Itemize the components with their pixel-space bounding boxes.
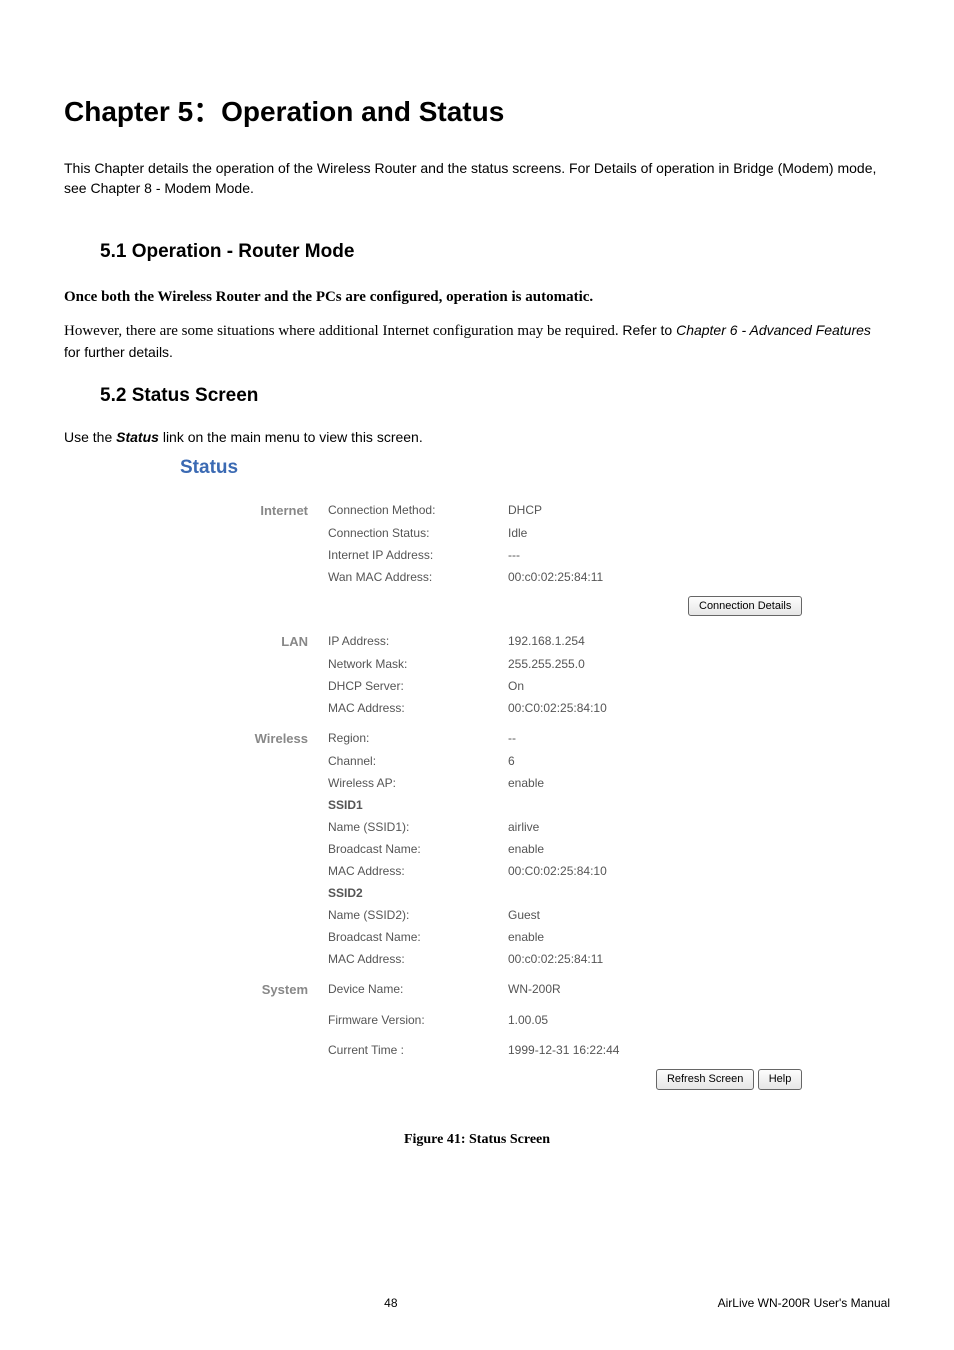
refresh-screen-button[interactable]: Refresh Screen bbox=[656, 1069, 754, 1089]
wireless-ap-label: Wireless AP: bbox=[320, 772, 500, 794]
text-italic: Chapter 6 - Advanced Features bbox=[676, 322, 871, 338]
lan-dhcp-value: On bbox=[500, 675, 680, 697]
wan-mac-value: 00:c0:02:25:84:11 bbox=[500, 566, 680, 588]
connection-method-value: DHCP bbox=[500, 499, 680, 522]
system-header: System bbox=[170, 978, 320, 1001]
lan-mask-label: Network Mask: bbox=[320, 653, 500, 675]
help-button[interactable]: Help bbox=[758, 1069, 803, 1089]
current-time-label: Current Time : bbox=[320, 1039, 500, 1061]
lan-mask-value: 255.255.255.0 bbox=[500, 653, 680, 675]
lan-mac-value: 00:C0:02:25:84:10 bbox=[500, 697, 680, 719]
section-5-1-text: However, there are some situations where… bbox=[64, 320, 890, 366]
internet-ip-value: --- bbox=[500, 544, 680, 566]
text-part1: However, there are some situations where… bbox=[64, 323, 622, 339]
wireless-ap-value: enable bbox=[500, 772, 680, 794]
firmware-label: Firmware Version: bbox=[320, 1009, 500, 1031]
text-part2: Refer to bbox=[622, 322, 676, 338]
ssid2-name-value: Guest bbox=[500, 904, 680, 926]
ssid2-mac-label: MAC Address: bbox=[320, 948, 500, 970]
channel-label: Channel: bbox=[320, 750, 500, 772]
ssid1-bcast-label: Broadcast Name: bbox=[320, 838, 500, 860]
chapter-title: Chapter 5：Operation and Status bbox=[64, 90, 890, 130]
ssid1-bcast-value: enable bbox=[500, 838, 680, 860]
section-5-1-heading: 5.1 Operation - Router Mode bbox=[100, 241, 890, 263]
section-5-2-text: Use the Status link on the main menu to … bbox=[64, 429, 890, 445]
ssid1-mac-label: MAC Address: bbox=[320, 860, 500, 882]
connection-method-label: Connection Method: bbox=[320, 499, 500, 522]
ssid1-name-label: Name (SSID1): bbox=[320, 816, 500, 838]
internet-header: Internet bbox=[170, 499, 320, 522]
connection-details-button[interactable]: Connection Details bbox=[688, 596, 802, 616]
region-value: -- bbox=[500, 727, 680, 750]
wan-mac-label: Wan MAC Address: bbox=[320, 566, 500, 588]
device-name-label: Device Name: bbox=[320, 978, 500, 1001]
status-screenshot: Status Internet Connection Method: DHCP … bbox=[180, 457, 880, 1104]
section-5-2-heading: 5.2 Status Screen bbox=[100, 385, 890, 407]
page-footer: 48 AirLive WN-200R User's Manual bbox=[64, 1296, 890, 1310]
device-name-value: WN-200R bbox=[500, 978, 680, 1001]
lan-mac-label: MAC Address: bbox=[320, 697, 500, 719]
ssid2-bcast-value: enable bbox=[500, 926, 680, 948]
connection-status-label: Connection Status: bbox=[320, 522, 500, 544]
connection-status-value: Idle bbox=[500, 522, 680, 544]
ssid2-name-label: Name (SSID2): bbox=[320, 904, 500, 926]
lan-ip-label: IP Address: bbox=[320, 630, 500, 653]
status-title: Status bbox=[180, 457, 880, 479]
channel-value: 6 bbox=[500, 750, 680, 772]
wireless-header: Wireless bbox=[170, 727, 320, 750]
ssid2-bcast-label: Broadcast Name: bbox=[320, 926, 500, 948]
figure-caption: Figure 41: Status Screen bbox=[64, 1132, 890, 1148]
text-after: link on the main menu to view this scree… bbox=[159, 429, 423, 445]
lan-dhcp-label: DHCP Server: bbox=[320, 675, 500, 697]
ssid2-header: SSID2 bbox=[320, 882, 500, 904]
text-status-word: Status bbox=[116, 429, 159, 445]
region-label: Region: bbox=[320, 727, 500, 750]
page-number: 48 bbox=[384, 1296, 397, 1310]
text-before: Use the bbox=[64, 429, 116, 445]
status-table: Internet Connection Method: DHCP Connect… bbox=[170, 499, 810, 1104]
lan-ip-value: 192.168.1.254 bbox=[500, 630, 680, 653]
current-time-value: 1999-12-31 16:22:44 bbox=[500, 1039, 680, 1061]
firmware-value: 1.00.05 bbox=[500, 1009, 680, 1031]
chapter-intro: This Chapter details the operation of th… bbox=[64, 158, 890, 199]
section-5-1-boldline: Once both the Wireless Router and the PC… bbox=[64, 289, 890, 306]
ssid2-mac-value: 00:c0:02:25:84:11 bbox=[500, 948, 680, 970]
manual-name: AirLive WN-200R User's Manual bbox=[718, 1296, 890, 1310]
text-part3: for further details. bbox=[64, 344, 173, 360]
ssid1-name-value: airlive bbox=[500, 816, 680, 838]
internet-ip-label: Internet IP Address: bbox=[320, 544, 500, 566]
ssid1-mac-value: 00:C0:02:25:84:10 bbox=[500, 860, 680, 882]
ssid1-header: SSID1 bbox=[320, 794, 500, 816]
lan-header: LAN bbox=[170, 630, 320, 653]
